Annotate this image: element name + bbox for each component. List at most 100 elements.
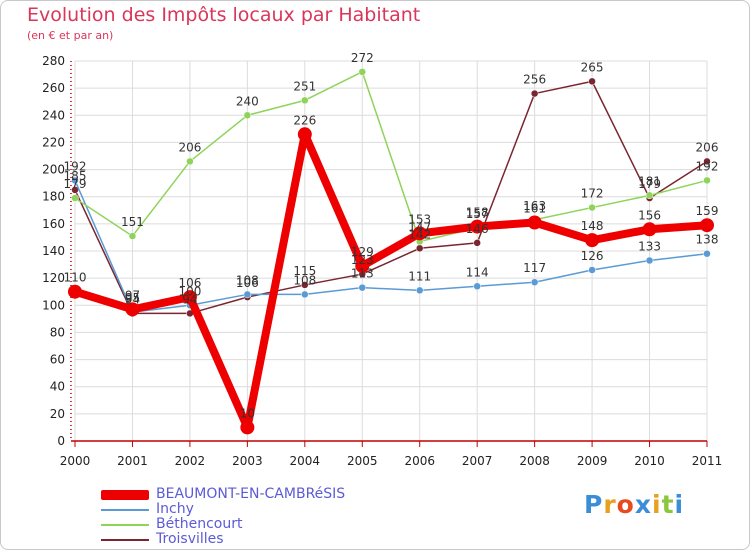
point-inchy-2006 bbox=[415, 286, 424, 295]
x-tick-label-2006: 2006 bbox=[404, 454, 435, 468]
point-troisvilles-2007 bbox=[473, 239, 481, 247]
data-label-b-thencourt-2000: 179 bbox=[64, 177, 87, 191]
data-label-beaumont-en-cambr-sis-2010: 156 bbox=[638, 208, 661, 222]
point-inchy-2009 bbox=[588, 266, 596, 274]
data-label-inchy-2011: 138 bbox=[696, 233, 719, 247]
proxiti-logo: Proxiti bbox=[584, 490, 684, 519]
data-label-inchy-2003: 108 bbox=[236, 273, 259, 287]
data-label-inchy-2005: 113 bbox=[351, 267, 374, 281]
logo-letter: t bbox=[661, 490, 675, 519]
point-inchy-2005 bbox=[358, 283, 367, 292]
point-b-thencourt-2009 bbox=[588, 203, 596, 212]
point-b-thencourt-2005 bbox=[358, 68, 367, 76]
point-beaumont-en-cambr-sis-2007 bbox=[470, 219, 485, 234]
point-b-thencourt-2011 bbox=[703, 176, 711, 185]
data-label-b-thencourt-2003: 240 bbox=[236, 94, 259, 108]
y-tick-label-80: 80 bbox=[50, 325, 65, 339]
logo-letter: r bbox=[603, 490, 617, 519]
legend-swatch-troisvilles bbox=[101, 539, 149, 541]
data-label-troisvilles-2003: 106 bbox=[236, 276, 259, 290]
data-label-inchy-2006: 111 bbox=[408, 269, 431, 283]
data-label-b-thencourt-2001: 151 bbox=[121, 215, 144, 229]
data-label-troisvilles-2008: 256 bbox=[523, 73, 546, 87]
legend-label-beaumont: BEAUMONT-EN-CAMBRéSIS bbox=[156, 486, 346, 502]
legend-label-inchy: Inchy bbox=[156, 501, 194, 517]
logo-letter: x bbox=[634, 490, 652, 519]
chart-subtitle: (en € et par an) bbox=[27, 29, 114, 42]
x-tick-label-2002: 2002 bbox=[175, 454, 206, 468]
point-inchy-2003 bbox=[243, 290, 252, 299]
point-inchy-2004 bbox=[301, 290, 309, 299]
point-inchy-2010 bbox=[645, 256, 654, 265]
legend-label-troisvilles: Troisvilles bbox=[156, 531, 224, 547]
data-label-inchy-2000: 192 bbox=[64, 159, 87, 173]
point-inchy-2008 bbox=[530, 278, 539, 286]
data-label-troisvilles-2006: 142 bbox=[408, 227, 431, 241]
x-tick-label-2005: 2005 bbox=[347, 454, 378, 468]
data-label-b-thencourt-2004: 251 bbox=[293, 79, 316, 93]
data-label-b-thencourt-2011: 192 bbox=[696, 159, 719, 173]
series-line-inchy bbox=[74, 179, 708, 313]
y-tick-label-100: 100 bbox=[42, 298, 65, 312]
data-label-inchy-2007: 114 bbox=[466, 265, 489, 279]
x-tick-label-2008: 2008 bbox=[519, 454, 550, 468]
data-label-b-thencourt-2002: 206 bbox=[178, 140, 201, 154]
data-label-troisvilles-2000: 185 bbox=[64, 169, 87, 183]
logo-letter: i bbox=[652, 490, 662, 519]
logo-letter: i bbox=[674, 490, 685, 519]
y-tick-label-220: 220 bbox=[42, 135, 65, 149]
data-label-beaumont-en-cambr-sis-2003: 10 bbox=[240, 406, 255, 420]
data-label-beaumont-en-cambr-sis-2007: 158 bbox=[466, 206, 489, 220]
legend-swatch-inchy bbox=[101, 509, 149, 511]
data-label-troisvilles-2010: 179 bbox=[638, 177, 661, 191]
x-tick-label-2011: 2011 bbox=[692, 454, 723, 468]
data-label-b-thencourt-2008: 163 bbox=[523, 199, 546, 213]
y-tick-label-20: 20 bbox=[50, 407, 65, 421]
point-inchy-2011 bbox=[703, 249, 711, 258]
legend-swatch-beaumont bbox=[101, 490, 149, 500]
y-tick-label-240: 240 bbox=[42, 108, 65, 122]
point-beaumont-en-cambr-sis-2001 bbox=[125, 302, 140, 317]
point-beaumont-en-cambr-sis-2003 bbox=[240, 420, 255, 435]
point-beaumont-en-cambr-sis-2009 bbox=[585, 233, 600, 248]
data-label-inchy-2009: 126 bbox=[581, 249, 604, 263]
data-label-b-thencourt-2007: 157 bbox=[466, 207, 489, 221]
data-label-beaumont-en-cambr-sis-2009: 148 bbox=[581, 219, 604, 233]
point-inchy-2007 bbox=[473, 282, 481, 291]
data-label-inchy-2001: 95 bbox=[125, 291, 140, 305]
point-beaumont-en-cambr-sis-2002 bbox=[182, 290, 197, 305]
series-line-b-thencourt bbox=[74, 71, 708, 243]
x-tick-label-2000: 2000 bbox=[60, 454, 91, 468]
data-label-troisvilles-2011: 206 bbox=[696, 140, 719, 154]
y-tick-label-120: 120 bbox=[42, 271, 65, 285]
data-label-troisvilles-2001: 94 bbox=[125, 292, 140, 306]
chart-title: Evolution des Impôts locaux par Habitant bbox=[27, 4, 421, 26]
point-b-thencourt-2001 bbox=[128, 232, 137, 240]
data-label-b-thencourt-2006: 147 bbox=[408, 221, 431, 235]
point-beaumont-en-cambr-sis-2000 bbox=[68, 284, 82, 299]
point-beaumont-en-cambr-sis-2008 bbox=[527, 215, 542, 230]
logo-letter: o bbox=[616, 490, 635, 519]
x-tick-label-2003: 2003 bbox=[232, 454, 263, 468]
y-tick-label-60: 60 bbox=[50, 353, 65, 367]
series-line-beaumont-en-cambr-sis bbox=[71, 130, 711, 432]
data-label-beaumont-en-cambr-sis-2005: 129 bbox=[351, 245, 374, 259]
data-label-b-thencourt-2005: 272 bbox=[351, 51, 374, 65]
point-beaumont-en-cambr-sis-2011 bbox=[700, 218, 714, 233]
data-label-beaumont-en-cambr-sis-2001: 97 bbox=[125, 288, 140, 302]
data-label-b-thencourt-2009: 172 bbox=[581, 187, 604, 201]
y-tick-label-280: 280 bbox=[42, 54, 65, 68]
data-label-beaumont-en-cambr-sis-2006: 153 bbox=[408, 212, 431, 226]
point-beaumont-en-cambr-sis-2010 bbox=[642, 222, 657, 237]
point-troisvilles-2008 bbox=[530, 89, 539, 98]
legend-label-bethencourt: Béthencourt bbox=[156, 516, 243, 532]
y-tick-label-40: 40 bbox=[50, 380, 65, 394]
point-b-thencourt-2010 bbox=[645, 191, 654, 200]
data-label-troisvilles-2004: 115 bbox=[293, 264, 316, 278]
logo-letter: P bbox=[584, 490, 604, 519]
point-beaumont-en-cambr-sis-2005 bbox=[355, 258, 370, 273]
point-inchy-2000 bbox=[71, 176, 79, 185]
point-b-thencourt-2003 bbox=[243, 111, 252, 120]
point-troisvilles-2004 bbox=[301, 281, 309, 289]
